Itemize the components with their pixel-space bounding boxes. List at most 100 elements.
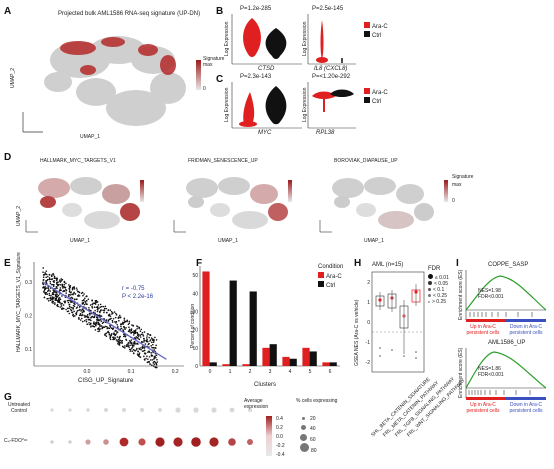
point: [102, 305, 105, 308]
point: [51, 283, 53, 286]
point: [84, 302, 87, 304]
point: [65, 289, 68, 292]
point: [143, 355, 145, 358]
x-tick-label: 3: [269, 369, 272, 375]
point: [128, 320, 131, 323]
point: [122, 329, 124, 331]
point: [68, 305, 71, 308]
point: [86, 295, 88, 298]
point: [59, 287, 62, 289]
point: [108, 333, 111, 336]
point: [79, 319, 82, 321]
point: [98, 323, 101, 326]
point: [52, 300, 55, 303]
point: [99, 318, 102, 321]
point: [126, 319, 128, 322]
legend-arac: Ara-C: [364, 88, 388, 97]
point: [139, 334, 141, 337]
point: [59, 280, 61, 283]
point: [133, 330, 135, 332]
point: [78, 314, 81, 317]
point: [42, 274, 45, 276]
point: [110, 310, 113, 313]
point: [63, 283, 66, 286]
point: [52, 291, 55, 293]
point: [124, 321, 126, 323]
point: [54, 302, 56, 304]
bar: [269, 344, 277, 366]
panel-d-map3-title: BOROVIAK_DIAPAUSE_UP: [334, 158, 398, 164]
point: [111, 319, 114, 322]
point: [94, 309, 96, 312]
point: [115, 322, 117, 324]
point: [138, 352, 141, 354]
point: [81, 320, 84, 323]
point: [107, 314, 110, 316]
point: [130, 328, 133, 330]
violin-ctrl: [265, 28, 287, 59]
point: [81, 309, 84, 311]
point: [149, 359, 152, 361]
panel-d-ylabel: UMAP_2: [16, 205, 22, 226]
panel-b-legend: Ara-C Ctrl: [364, 22, 388, 40]
point: [143, 347, 146, 349]
point: [135, 336, 138, 338]
point: [55, 296, 58, 299]
point: [52, 302, 54, 304]
point: [52, 289, 55, 292]
panel-f-legend: Ara-C Ctrl: [318, 272, 342, 290]
point: [119, 323, 122, 325]
panel-e-xlabel: CISG_UP_Signature: [78, 378, 134, 384]
point: [152, 365, 155, 367]
point: [105, 311, 108, 314]
point: [78, 309, 80, 312]
point: [91, 299, 93, 301]
pct-level: 80: [300, 443, 317, 454]
panel-c-left-gene: MYC: [258, 130, 272, 136]
point: [133, 337, 136, 339]
hit-ticks: [468, 390, 531, 395]
point: [96, 301, 99, 303]
panel-i-bottom-fdr: FDR<0.001: [478, 372, 504, 378]
point: [53, 275, 56, 278]
panel-d-map1-title: HALLMARK_MYC_TARGETS_V1: [40, 158, 116, 164]
point: [78, 291, 81, 294]
point: [52, 297, 54, 300]
pct-level: 40: [300, 425, 317, 434]
point: [130, 331, 132, 333]
point: [56, 287, 58, 289]
point: [155, 356, 157, 359]
point: [46, 278, 49, 281]
point: [55, 281, 58, 284]
panel-g-pct-title: % cells expressing: [296, 398, 338, 404]
point: [137, 350, 139, 353]
x-tick-label: 6: [329, 369, 332, 375]
point: [146, 355, 148, 357]
point: [105, 335, 108, 337]
y-tick-label: 0.1: [25, 347, 32, 353]
point: [75, 311, 78, 313]
point: [98, 319, 100, 322]
point: [88, 306, 90, 309]
outliers: [379, 347, 417, 359]
panel-h-boxplot: 2 1 0 -1 -2: [366, 271, 425, 373]
point: [122, 335, 125, 338]
point: [42, 286, 44, 289]
point: [146, 335, 148, 337]
point: [81, 299, 84, 302]
point: [55, 277, 58, 280]
point: [83, 303, 86, 306]
point: [151, 346, 153, 349]
point: [137, 354, 140, 357]
legend-arac: Ara-C: [364, 22, 388, 31]
point: [54, 299, 56, 301]
point: [121, 340, 124, 342]
bar: [289, 358, 297, 366]
point: [135, 342, 138, 345]
panel-g-letter: G: [4, 392, 12, 403]
panel-d-xlabel: UMAP_1: [70, 238, 91, 244]
point: [89, 322, 92, 325]
point: [128, 328, 131, 331]
point: [68, 312, 71, 315]
point: [107, 327, 109, 329]
